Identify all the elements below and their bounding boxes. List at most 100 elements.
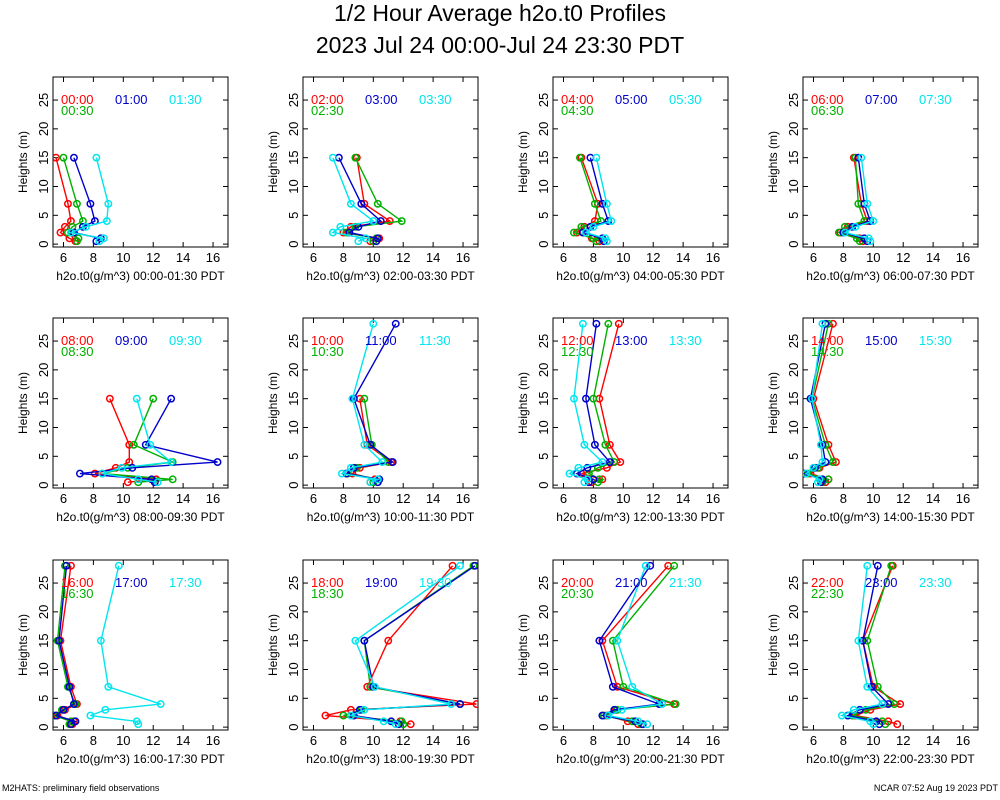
data-point — [608, 682, 617, 691]
y-tick-label: 5 — [286, 212, 301, 219]
data-point — [447, 700, 456, 709]
y-tick-label: 10 — [36, 179, 51, 193]
legend-label: 03:00 — [365, 92, 398, 107]
x-tick-label: 8 — [840, 733, 847, 748]
y-tick-label: 0 — [536, 241, 551, 248]
y-tick-label: 25 — [536, 93, 551, 107]
data-point — [74, 234, 83, 243]
plot-frame — [302, 76, 479, 248]
y-tick-label: 15 — [536, 633, 551, 647]
x-tick-label: 6 — [810, 250, 817, 265]
data-point — [471, 561, 478, 570]
x-tick-label: 12 — [646, 250, 660, 265]
x-tick-label: 8 — [590, 250, 597, 265]
data-point — [354, 237, 363, 246]
data-point — [893, 720, 902, 729]
legend-label: 01:30 — [169, 92, 202, 107]
data-point — [602, 199, 611, 208]
x-tick-label: 16 — [206, 250, 220, 265]
legend-label: 22:30 — [811, 586, 844, 601]
x-tick-label: 14 — [176, 733, 190, 748]
y-tick-label: 10 — [36, 420, 51, 434]
x-tick-label: 12 — [646, 733, 660, 748]
legend-label: 18:30 — [311, 586, 344, 601]
series-line — [68, 157, 110, 242]
data-point — [64, 199, 72, 208]
data-point — [456, 700, 465, 709]
data-point — [604, 319, 613, 328]
legend-label: 21:00 — [615, 575, 648, 590]
data-point — [863, 561, 872, 570]
data-point — [607, 217, 616, 226]
y-tick-label: 20 — [786, 363, 801, 377]
legend-label: 11:00 — [365, 333, 397, 348]
y-tick-label: 5 — [286, 695, 301, 702]
legend-label: 23:30 — [919, 575, 952, 590]
data-point — [69, 700, 78, 709]
y-axis-label: Heights (m) — [16, 131, 30, 193]
legend-label: 06:00 — [811, 92, 844, 107]
y-tick-label: 0 — [786, 241, 801, 248]
data-point — [128, 463, 137, 472]
y-tick-label: 15 — [36, 150, 51, 164]
legend-label: 06:30 — [811, 103, 844, 118]
data-point — [867, 682, 876, 691]
y-tick-label: 0 — [36, 241, 51, 248]
data-point — [65, 682, 74, 691]
legend-label: 08:00 — [61, 333, 94, 348]
data-point — [117, 463, 126, 472]
y-tick-label: 5 — [536, 695, 551, 702]
x-tick-label: 10 — [616, 733, 630, 748]
x-tick-label: 16 — [706, 491, 720, 506]
y-tick-label: 0 — [36, 724, 51, 731]
y-tick-label: 10 — [786, 662, 801, 676]
panel-0: 6 8 10 12 14 16 0 5 10 15 20 25 h2o.t0(g/m^3) 00:00-… — [16, 76, 229, 283]
legend-label: 16:30 — [61, 586, 94, 601]
data-point — [613, 636, 622, 645]
data-point — [869, 217, 878, 226]
data-point — [346, 711, 355, 720]
series-line — [338, 157, 383, 242]
data-point — [132, 717, 141, 726]
x-tick-label: 6 — [810, 733, 817, 748]
data-point — [803, 469, 810, 478]
data-point — [863, 199, 872, 208]
y-tick-label: 25 — [36, 576, 51, 590]
y-axis-label: Heights (m) — [266, 372, 280, 434]
x-tick-label: 8 — [90, 250, 97, 265]
x-tick-label: 14 — [426, 491, 440, 506]
data-point — [628, 682, 637, 691]
data-point — [59, 705, 68, 714]
x-tick-label: 12 — [146, 250, 160, 265]
data-point — [75, 469, 84, 478]
y-tick-label: 5 — [36, 695, 51, 702]
data-point — [589, 222, 598, 231]
data-point — [857, 153, 866, 162]
y-tick-label: 10 — [786, 179, 801, 193]
y-tick-label: 10 — [286, 420, 301, 434]
y-tick-label: 0 — [786, 724, 801, 731]
data-point — [360, 636, 369, 645]
y-tick-label: 25 — [36, 93, 51, 107]
data-point — [134, 475, 143, 484]
y-tick-label: 25 — [286, 576, 301, 590]
series-line — [572, 157, 602, 242]
plot-frame — [802, 559, 979, 731]
y-tick-label: 0 — [286, 241, 301, 248]
y-axis-label: Heights (m) — [766, 614, 780, 676]
y-tick-label: 10 — [786, 420, 801, 434]
series-line — [79, 398, 218, 483]
data-point — [828, 458, 837, 467]
x-tick-label: 10 — [866, 250, 880, 265]
y-tick-label: 15 — [786, 633, 801, 647]
data-point — [96, 636, 105, 645]
y-axis-label: Heights (m) — [766, 131, 780, 193]
legend-label: 08:30 — [61, 344, 94, 359]
data-point — [71, 717, 80, 726]
data-point — [828, 319, 837, 328]
x-tick-label: 10 — [366, 733, 380, 748]
legend-label: 10:00 — [311, 333, 344, 348]
data-point — [62, 561, 71, 570]
x-axis-label: h2o.t0(g/m^3) 12:00-13:30 PDT — [556, 510, 725, 524]
legend-label: 16:00 — [61, 575, 94, 590]
